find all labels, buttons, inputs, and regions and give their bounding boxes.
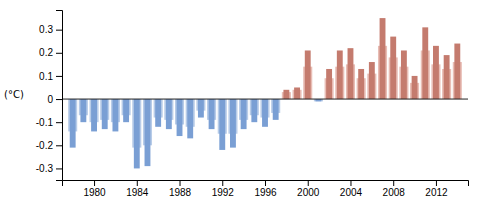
x-tick-mark xyxy=(137,180,138,186)
bar xyxy=(283,90,289,99)
y-tick-label: -0.3 xyxy=(36,163,54,174)
bar xyxy=(433,46,439,99)
chart: 1980 1984 1988 1992 1996 2000 2004 2008 2012 -0.3… xyxy=(0,0,480,202)
y-axis-line xyxy=(56,11,63,181)
bar xyxy=(262,99,268,127)
y-tick: 0.1 xyxy=(39,71,62,82)
y-tick: 0 xyxy=(47,94,62,105)
x-tick-label: 1980 xyxy=(83,187,106,198)
y-tick-mark xyxy=(56,53,62,54)
y-tick-label: 0.1 xyxy=(39,71,53,82)
x-tick-mark xyxy=(308,180,309,186)
bar xyxy=(401,50,407,99)
x-tick-label: 1984 xyxy=(126,187,149,198)
x-tick-mark xyxy=(393,180,394,186)
x-tick-mark xyxy=(265,180,266,186)
y-tick-mark xyxy=(56,168,62,169)
x-tick-label: 1988 xyxy=(169,187,192,198)
x-tick-label: 2004 xyxy=(340,187,363,198)
bar xyxy=(422,27,428,99)
x-tick: 2012 xyxy=(425,180,448,198)
x-tick-mark xyxy=(222,180,223,186)
bar xyxy=(80,99,86,122)
x-tick-label: 2000 xyxy=(297,187,320,198)
bar xyxy=(241,99,247,129)
bar xyxy=(177,99,183,136)
bar xyxy=(91,99,97,131)
y-axis: -0.3 -0.2 -0.1 0 0.1 0.2 0.3 xyxy=(36,11,63,181)
bar xyxy=(294,87,300,99)
bar xyxy=(198,99,204,118)
y-tick: -0.1 xyxy=(36,117,62,128)
bar xyxy=(102,99,108,129)
x-tick: 1984 xyxy=(126,180,149,198)
y-tick-label: 0 xyxy=(47,94,53,105)
bar xyxy=(390,37,396,99)
bar xyxy=(209,99,215,129)
x-tick-mark xyxy=(94,180,95,186)
zero-line xyxy=(62,99,468,100)
bar xyxy=(155,99,161,127)
bar xyxy=(219,99,225,150)
bar xyxy=(305,50,311,99)
y-tick-label: -0.2 xyxy=(36,140,54,151)
bar xyxy=(326,69,332,99)
bar xyxy=(380,18,386,99)
bar xyxy=(348,48,354,99)
bar xyxy=(358,69,364,99)
x-tick: 2008 xyxy=(383,180,406,198)
bar xyxy=(369,62,375,99)
x-tick: 1988 xyxy=(169,180,192,198)
x-axis-line xyxy=(63,181,469,187)
bar xyxy=(273,99,279,120)
x-tick: 2000 xyxy=(297,180,320,198)
bar xyxy=(123,99,129,122)
x-tick: 1992 xyxy=(212,180,235,198)
x-tick-mark xyxy=(350,180,351,186)
x-tick: 1980 xyxy=(83,180,106,198)
y-tick-mark xyxy=(56,30,62,31)
bar-series xyxy=(68,46,462,148)
bar xyxy=(337,50,343,99)
bar xyxy=(70,99,76,148)
y-tick-label: 0.3 xyxy=(39,24,53,35)
y-tick: 0.2 xyxy=(39,47,62,58)
x-tick-mark xyxy=(180,180,181,186)
y-tick: 0.3 xyxy=(39,24,62,35)
x-tick-label: 2012 xyxy=(425,187,448,198)
y-tick-label: 0.2 xyxy=(39,47,53,58)
y-tick-mark xyxy=(56,122,62,123)
x-tick-label: 1992 xyxy=(212,187,235,198)
y-tick-mark xyxy=(56,145,62,146)
y-tick-mark xyxy=(56,99,62,100)
x-axis: 1980 1984 1988 1992 1996 2000 2004 2008 2012 xyxy=(63,180,469,198)
y-tick: -0.3 xyxy=(36,163,62,174)
y-tick-label: -0.1 xyxy=(36,117,54,128)
x-tick: 1996 xyxy=(254,180,277,198)
plot: 1980 1984 1988 1992 1996 2000 2004 2008 2012 -0.3… xyxy=(36,11,469,199)
bars xyxy=(68,18,462,168)
bar xyxy=(230,99,236,148)
bar xyxy=(251,99,257,122)
bar xyxy=(454,44,460,100)
bar-series xyxy=(70,18,461,168)
bar xyxy=(444,55,450,99)
bar xyxy=(112,99,118,131)
bar xyxy=(412,76,418,99)
x-tick-mark xyxy=(436,180,437,186)
bar xyxy=(166,99,172,129)
y-axis-label: (°C) xyxy=(4,89,24,100)
x-tick-label: 2008 xyxy=(383,187,406,198)
bar xyxy=(187,99,193,138)
y-tick: -0.2 xyxy=(36,140,62,151)
x-tick-label: 1996 xyxy=(254,187,277,198)
x-tick: 2004 xyxy=(340,180,363,198)
bar xyxy=(145,99,151,166)
bar xyxy=(134,99,140,168)
y-tick-mark xyxy=(56,76,62,77)
